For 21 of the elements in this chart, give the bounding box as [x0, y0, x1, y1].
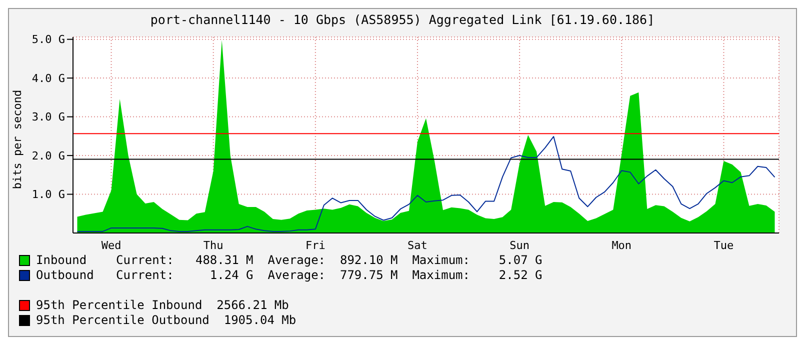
x-tick-label: Wed [101, 238, 122, 252]
y-tick-label: 1.0 G [32, 188, 65, 202]
x-tick-label: Sun [510, 238, 530, 252]
x-tick-label: Mon [612, 238, 632, 252]
legend-label: 95th Percentile Inbound 2566.21 Mb [36, 298, 289, 313]
y-tick-label: 2.0 G [32, 149, 65, 162]
x-tick-label: Sat [408, 238, 428, 252]
chart-title: port-channel1140 - 10 Gbps (AS58955) Aggregated Link [61.19.60.186] [149, 12, 656, 27]
y-axis-title: bits per second [12, 89, 24, 189]
y-tick-label: 3.0 G [32, 110, 65, 124]
text: Current: 488.31 M Average: 892.10 M Maximum: 5.07 G [116, 253, 542, 268]
legend-label: Outbound [36, 268, 95, 283]
text: Current: 1.24 G Average: 779.75 M Maximum: 2.52 G [116, 268, 542, 283]
y-tick-label: 4.0 G [32, 72, 65, 85]
legend-label: Inbound [36, 253, 88, 268]
y-tick-label: 5.0 G [32, 33, 65, 46]
x-tick-label: Thu [203, 238, 224, 252]
x-tick-label: Fri [305, 238, 326, 252]
legend-label: 95th Percentile Outbound 1905.04 Mb [36, 313, 296, 328]
line-series [76, 136, 776, 232]
x-tick-label: Tue [714, 238, 734, 252]
